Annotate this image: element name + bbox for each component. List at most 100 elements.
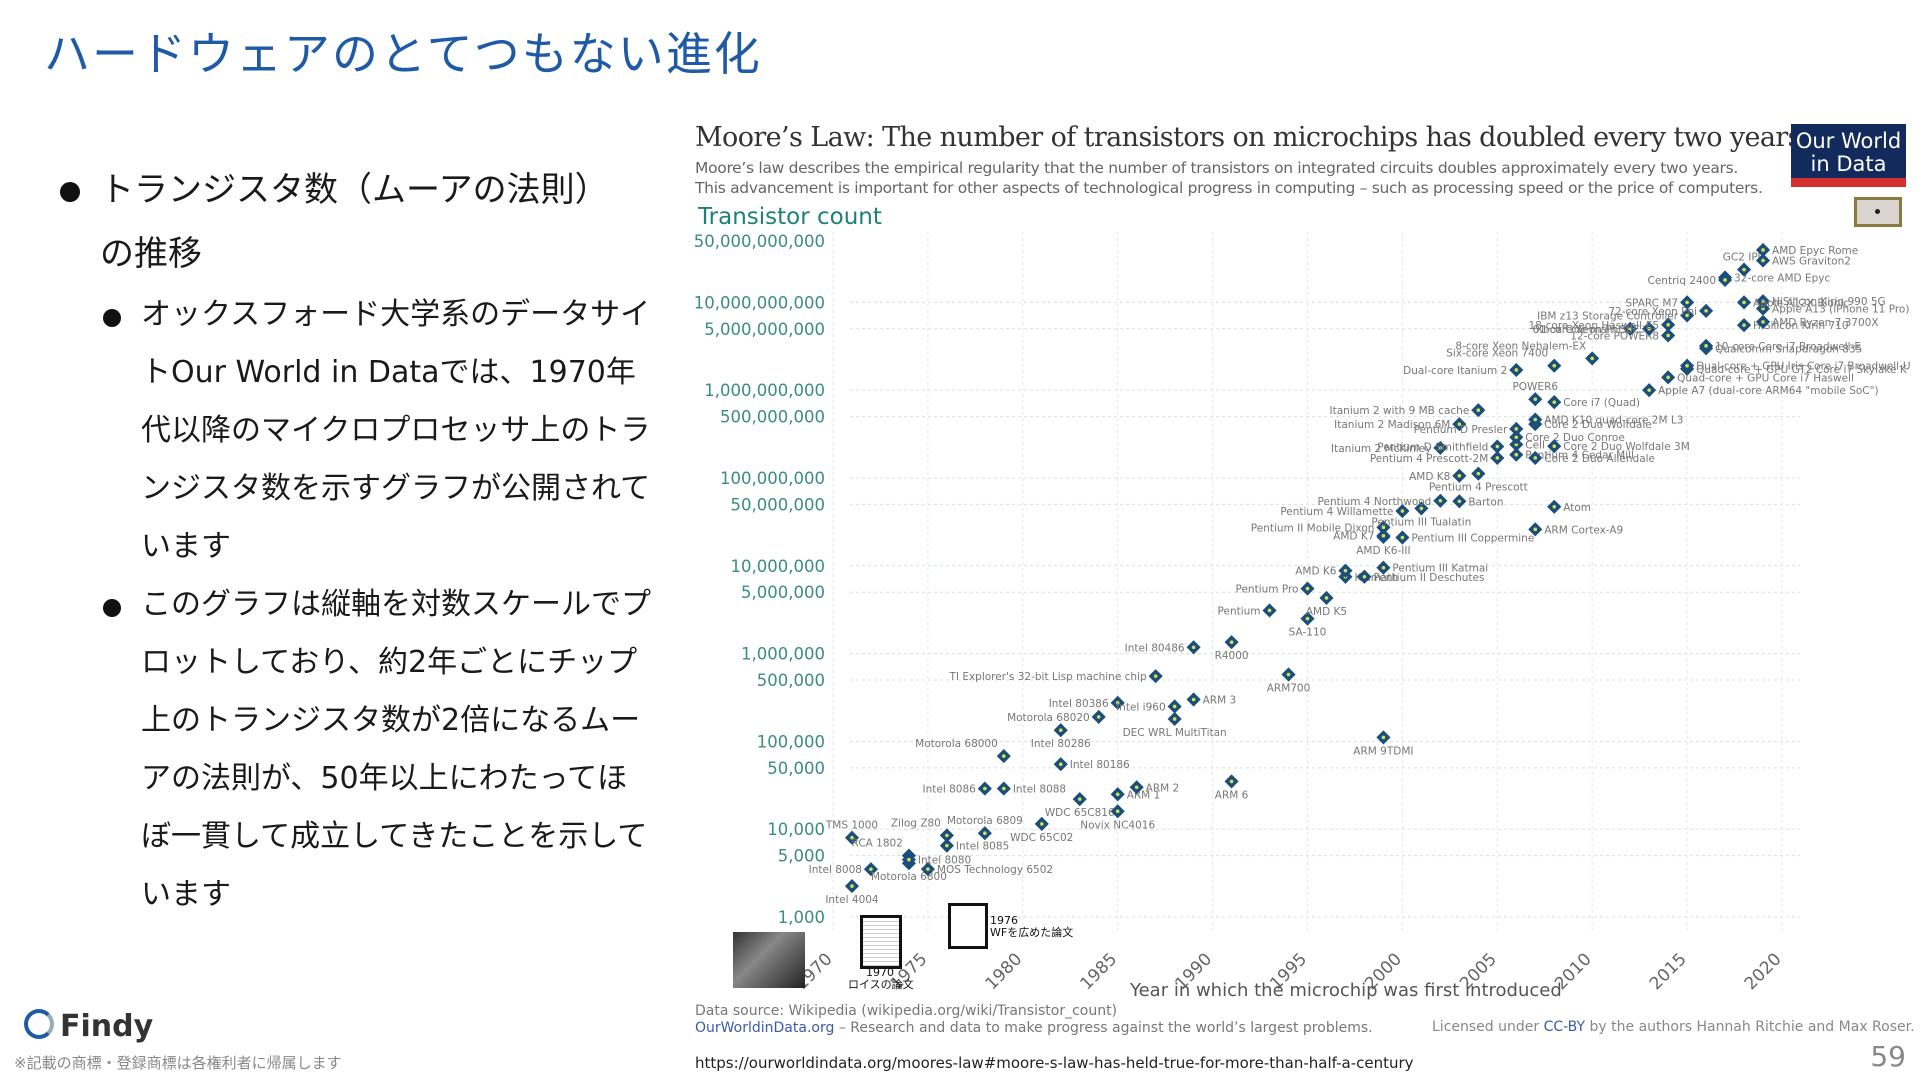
owid-logo[interactable]: Our World in Data (1791, 124, 1906, 187)
data-point-center (1400, 509, 1405, 513)
data-point-label: Six-core Xeon 7400 (1446, 348, 1548, 360)
data-point: ARM700 (1267, 667, 1310, 694)
data-point-label: Pentium III Tualatin (1371, 516, 1471, 528)
data-point-center (1229, 779, 1234, 784)
data-point-center (1552, 504, 1557, 509)
data-point-label: 8-core Xeon Nehalem-EX (1455, 340, 1586, 352)
data-point-label: Qualcomm Snapdragon 835 (1715, 343, 1862, 355)
data-point: Core 2 Duo Conroe (1509, 430, 1625, 445)
data-point-center (1666, 322, 1670, 327)
data-point-label: 32-core AMD Epyc (1734, 272, 1830, 284)
data-point-center (1172, 717, 1177, 721)
license-prefix: Licensed under (1432, 1019, 1544, 1035)
data-point-label: Novix NC4016 (1080, 819, 1155, 831)
data-point: Pentium III Tualatin (1371, 501, 1471, 528)
data-point: WDC 65C816 (1045, 792, 1115, 819)
data-point: Motorola 68000 (915, 738, 1011, 764)
data-point-center (1457, 422, 1462, 426)
cc-by-link[interactable]: CC-BY (1543, 1019, 1586, 1035)
data-point-label: Intel 80186 (1070, 759, 1130, 771)
data-point-label: WDC 65C816 (1045, 807, 1115, 819)
owid-site-link[interactable]: OurWorldinData.org (695, 1020, 835, 1036)
data-point-center (1704, 309, 1708, 313)
data-point: Pentium 4 Prescott-2M (1370, 450, 1505, 466)
data-point: ARM 3 (1186, 692, 1236, 707)
data-point-center (1628, 327, 1632, 331)
data-point: R4000 (1215, 635, 1249, 662)
data-point: Intel i960 (1116, 699, 1182, 714)
data-point-label: Intel 8086 (923, 784, 977, 796)
y-tick-label: 10,000 (767, 820, 825, 839)
y-tick-label: 1,000 (778, 908, 825, 927)
data-point-center (1438, 498, 1443, 503)
data-point-label: Intel i960 (1116, 701, 1166, 713)
owid-logo-stripe (1791, 178, 1906, 187)
y-tick-label: 50,000,000 (731, 495, 825, 514)
data-point-label: 18-core Xeon Haswell-E5 (1528, 320, 1659, 332)
data-points: Intel 4004 Intel 8008 TMS 1000 Motorola 680… (809, 242, 1911, 906)
data-point-center (1761, 320, 1765, 324)
data-point-center (1153, 674, 1158, 678)
data-point-center (1647, 327, 1651, 331)
source-url[interactable]: https://ourworldindata.org/moores-law#mo… (695, 1054, 1414, 1072)
data-point-center (1476, 471, 1481, 476)
data-point-center (1514, 368, 1519, 372)
data-point-center (1495, 444, 1500, 449)
data-point: Pentium (1218, 603, 1277, 618)
data-point-center (1514, 427, 1519, 431)
data-point-center (1115, 792, 1120, 797)
data-point-center (1685, 363, 1689, 368)
data-point: MOS Technology 6502 (920, 862, 1053, 877)
data-point-center (907, 857, 911, 862)
data-point-label: Pentium 4 Willamette (1280, 506, 1393, 518)
data-point-center (1381, 735, 1386, 740)
data-point-label: R4000 (1215, 650, 1249, 662)
data-point-label: Pentium 4 Northwood (1318, 496, 1432, 508)
data-point-label: Pentium II Mobile Dixon (1251, 522, 1375, 534)
data-point: Pentium 4 Prescott (1429, 466, 1528, 494)
data-point-label: Intel 80286 (1031, 738, 1091, 750)
data-point-label: POWER6 (1512, 381, 1558, 393)
site-footer: OurWorldinData.org – Research and data t… (695, 1020, 1373, 1036)
data-point: AMD K6 (1295, 563, 1353, 578)
data-point-center (1533, 397, 1538, 402)
data-point: 8-core Xeon Nehalem-EX (1455, 340, 1600, 366)
data-point-label: GC2 IPU (1723, 252, 1766, 264)
data-point: Centriq 2400 (1648, 272, 1733, 288)
data-point-center (1096, 715, 1101, 719)
y-tick-labels: 50,000,000,000 10,000,000,000 5,000,000,00… (694, 232, 825, 927)
data-point-label: Atom (1563, 502, 1591, 514)
data-point-label: TI Explorer's 32-bit Lisp machine chip (948, 671, 1146, 683)
paper1-caption-year: 1970 (866, 966, 894, 979)
data-point-center (1666, 333, 1670, 338)
data-point-label: Motorola 68000 (915, 738, 998, 750)
data-point-label: Itanium 2 with 9 MB cache (1330, 405, 1470, 417)
data-point: Atom (1547, 499, 1591, 514)
paper2-caption-year: 1976 (990, 914, 1018, 927)
data-point-label: AMD K6-III (1356, 545, 1410, 557)
data-point-center (1514, 442, 1519, 447)
data-point: Six-core Xeon 7400 (1446, 348, 1562, 373)
data-point-center (1666, 375, 1670, 380)
data-point-center (1115, 809, 1120, 814)
data-point-center (1229, 640, 1234, 644)
data-point-center (1742, 267, 1746, 272)
data-point-center (1381, 525, 1386, 530)
trademark-note: ※記載の商標・登録商標は各権利者に帰属します (14, 1054, 342, 1072)
data-point-center (1381, 533, 1386, 538)
data-point: HiSilicon Kirin 710 (1736, 318, 1849, 333)
data-point-center (1514, 435, 1519, 440)
data-point-center (1704, 344, 1708, 348)
data-source: Data source: Wikipedia (wikipedia.org/wi… (695, 1003, 1118, 1019)
data-point: Intel 8080 (901, 852, 971, 867)
data-point-center (1742, 323, 1746, 327)
data-point-center (1191, 645, 1196, 650)
data-point-center (1305, 616, 1310, 621)
data-point-label: 61-core Xeon Phi (1532, 324, 1621, 336)
data-point-center (1761, 306, 1765, 311)
data-point: HiSilicon Kirin 990 5G (1755, 294, 1886, 309)
data-point: SA-110 (1289, 611, 1326, 639)
x-tick-label: 2015 (1646, 949, 1691, 994)
data-point-label: HiSilicon Kirin 710 (1753, 320, 1849, 332)
